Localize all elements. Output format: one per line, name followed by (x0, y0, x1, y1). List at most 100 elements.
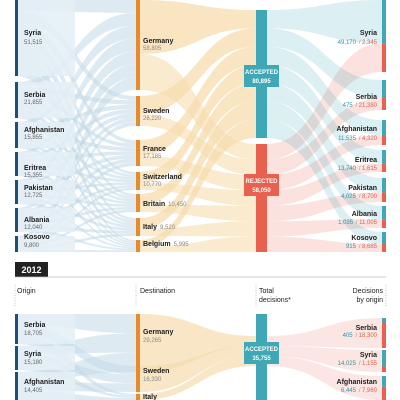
origin-bar (15, 236, 18, 252)
decision-accepted-bar (382, 318, 386, 323)
origin-bar (15, 0, 18, 76)
flow-origin-destination (15, 65, 136, 242)
flow-destination-accepted (140, 101, 256, 229)
decision-rejected-value: 1,615 (362, 166, 378, 172)
destination-value: 9,520 (160, 225, 176, 231)
decision-name: Serbia (356, 325, 378, 332)
flow-total-decision (267, 346, 382, 372)
destination-bar (136, 96, 140, 126)
destination-name: Germany (143, 38, 173, 45)
destination-bar (136, 140, 140, 166)
flow-origin-destination (15, 21, 136, 144)
flow-origin-destination (15, 113, 136, 187)
decision-accepted-bar (382, 150, 386, 164)
flow-origin-destination (15, 158, 136, 219)
origin-bar (15, 122, 18, 148)
origin-box (15, 372, 75, 400)
flow-destination-accepted (140, 356, 256, 400)
flow-origin-destination (15, 169, 136, 229)
decision-accepted-value: 4,025 (341, 194, 357, 200)
decision-accepted-bar (382, 0, 386, 44)
flow-accepted-decision (267, 46, 382, 136)
destination-value: 17,185 (143, 154, 162, 160)
flow-origin-destination (15, 172, 136, 247)
decision-name: Albania (352, 211, 377, 218)
origin-name: Syria (24, 351, 41, 358)
decision-name: Syria (360, 30, 377, 37)
destination-value: 16,330 (143, 377, 162, 383)
decision-separator: / (356, 220, 358, 226)
origin-name: Serbia (24, 92, 46, 99)
flow-destination-accepted (140, 64, 256, 183)
flow-rejected-decision (267, 98, 382, 175)
header-total-line2: decisions* (259, 297, 291, 304)
origin-value: 14,405 (24, 388, 43, 394)
destination-bar (136, 194, 140, 212)
destination-name: Sweden (143, 108, 169, 115)
origin-box (15, 346, 75, 370)
flow-origin-destination (15, 12, 136, 88)
decision-accepted-value: 1,035 (338, 220, 354, 226)
decision-rejected-bar (382, 192, 386, 202)
decision-accepted-value: 49,170 (338, 40, 357, 46)
flow-origin-destination (15, 136, 136, 202)
origin-value: 51,515 (24, 40, 43, 46)
decision-name: Pakistan (348, 185, 377, 192)
flow-accepted-decision (267, 101, 382, 220)
accepted-total-label: ACCEPTED (245, 70, 279, 76)
flow-origin-destination (15, 121, 136, 241)
origin-value: 12,040 (24, 225, 43, 231)
decision-accepted-value: 6,445 (341, 388, 357, 394)
flow-accepted-decision (267, 83, 382, 193)
flow-total-decision (267, 318, 382, 348)
decision-rejected-bar (382, 163, 386, 172)
flow-origin-destination (15, 117, 136, 215)
decision-rejected-bar (382, 135, 386, 145)
accepted-total-label-box (244, 342, 279, 364)
origin-box (15, 208, 75, 232)
flow-destination-accepted (140, 0, 256, 54)
flow-origin-destination (15, 108, 136, 159)
destination-name: Britain (143, 201, 165, 208)
flow-rejected-decision (267, 135, 382, 191)
decision-rejected-value: 1,155 (362, 361, 378, 367)
decision-rejected-bar (382, 219, 386, 228)
accepted-total-value: 35,755 (252, 356, 271, 362)
decision-accepted-value: 405 (343, 333, 354, 339)
rejected-total-label-box (244, 174, 279, 196)
decision-name: Eritrea (355, 157, 377, 164)
destination-name: Sweden (143, 368, 169, 375)
origin-box (15, 314, 75, 344)
flow-origin-destination (15, 209, 136, 248)
header-decisions-line2: by origin (357, 297, 384, 304)
destination-value: 5,995 (174, 242, 190, 248)
origin-box (15, 82, 75, 118)
header-decisions-line1: Decisions (353, 288, 384, 295)
flow-origin-destination (15, 112, 136, 244)
flow-origin-destination (15, 154, 136, 191)
decision-rejected-value: 2,345 (362, 40, 378, 46)
flow-origin-destination (15, 200, 136, 249)
decision-rejected-bar (382, 98, 386, 110)
destination-value: 26,220 (143, 116, 162, 122)
destination-bar (136, 366, 140, 392)
decision-accepted-bar (382, 178, 386, 193)
origin-bar (15, 314, 18, 344)
flow-rejected-decision (267, 163, 382, 206)
decision-accepted-bar (382, 80, 386, 98)
destination-name: Italy (143, 394, 157, 400)
destination-value: 10,450 (168, 202, 187, 208)
origin-bar (15, 372, 18, 400)
decision-rejected-value: 21,380 (359, 103, 378, 109)
origin-value: 12,725 (24, 193, 43, 199)
flow-origin-destination (15, 32, 136, 175)
label-layer: Syria51,515Serbia21,855Afghanistan15,855… (17, 30, 383, 400)
origin-name: Afghanistan (24, 127, 64, 134)
decision-accepted-bar (382, 376, 386, 387)
decision-separator: / (359, 194, 361, 200)
flow-origin-destination (15, 228, 136, 251)
decision-rejected-bar (382, 366, 386, 372)
destination-value: 58,805 (143, 46, 162, 52)
decision-accepted-value: 915 (346, 244, 357, 250)
decision-rejected-value: 8,685 (362, 244, 378, 250)
